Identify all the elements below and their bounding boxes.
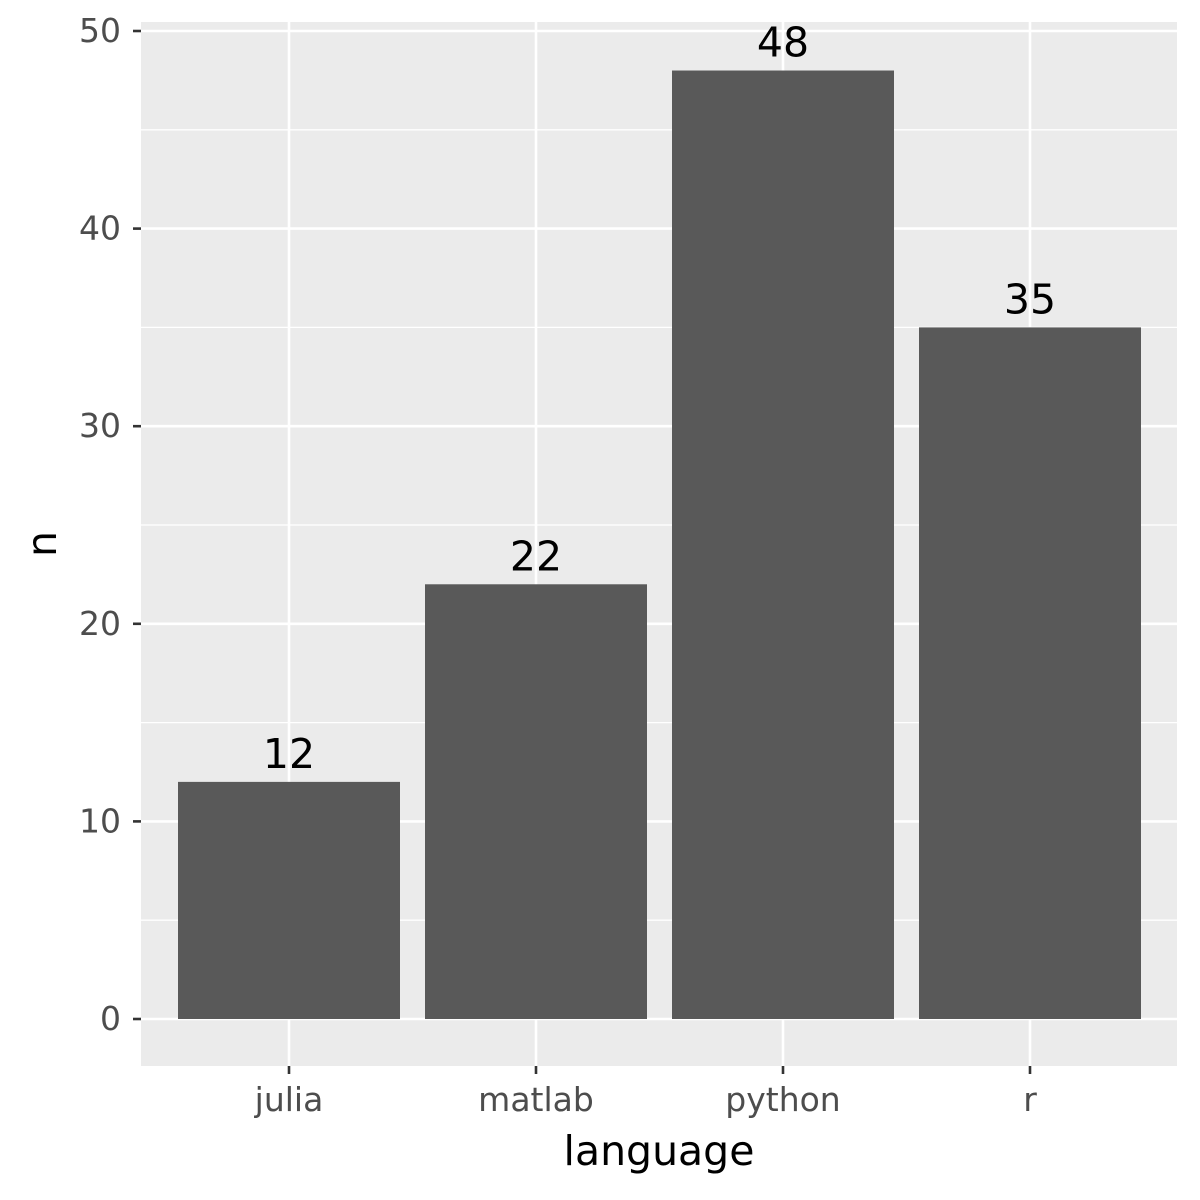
y-tick-label: 50 — [79, 11, 121, 50]
x-tick-label: python — [725, 1080, 840, 1119]
data-label-python: 48 — [757, 19, 809, 67]
y-tick-label: 40 — [79, 209, 121, 248]
x-axis: julia matlab python r — [254, 1066, 1037, 1119]
x-tick-label: matlab — [478, 1080, 594, 1119]
y-tick-label: 20 — [79, 604, 121, 643]
data-labels: 12 22 48 35 — [263, 19, 1056, 778]
y-tick-label: 30 — [79, 406, 121, 445]
data-label-julia: 12 — [263, 730, 315, 778]
bar-python — [672, 70, 894, 1019]
x-tick-label: r — [1023, 1080, 1037, 1119]
y-axis-title: n — [18, 531, 66, 557]
bar-r — [919, 327, 1141, 1019]
y-tick-label: 10 — [79, 801, 121, 840]
data-label-matlab: 22 — [510, 532, 562, 580]
bar-julia — [178, 781, 400, 1019]
y-axis: 0 10 20 30 40 50 — [79, 11, 141, 1038]
x-axis-title: language — [564, 1127, 755, 1175]
bars — [178, 70, 1141, 1019]
x-tick-label: julia — [254, 1080, 324, 1119]
data-label-r: 35 — [1004, 275, 1056, 323]
y-tick-label: 0 — [100, 999, 121, 1038]
bar-matlab — [425, 584, 647, 1019]
